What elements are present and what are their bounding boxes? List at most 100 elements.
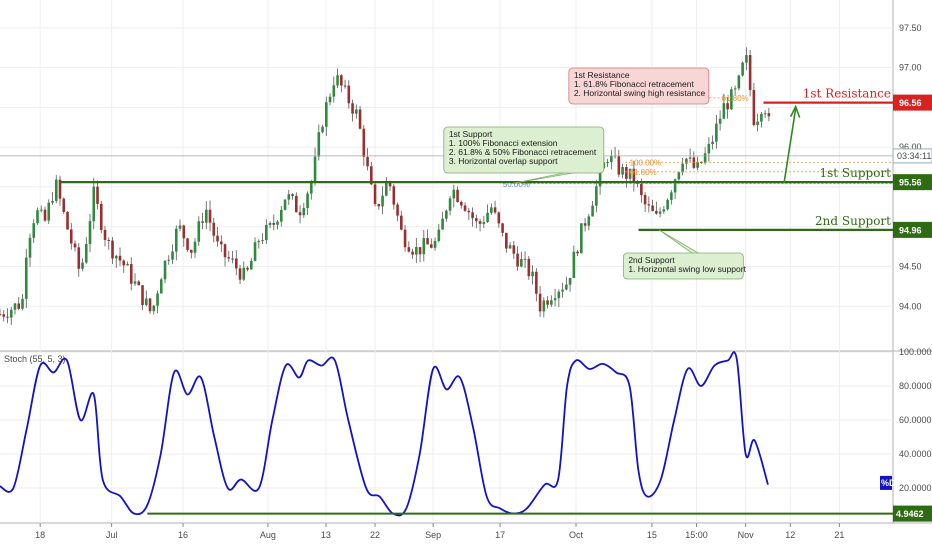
candle[interactable] xyxy=(129,257,133,291)
candle[interactable] xyxy=(756,113,759,132)
candle[interactable] xyxy=(238,264,242,285)
candle[interactable] xyxy=(133,273,137,286)
candle[interactable] xyxy=(336,68,339,88)
candle[interactable] xyxy=(400,210,403,231)
candle[interactable] xyxy=(730,86,733,110)
candle[interactable] xyxy=(557,289,561,308)
candle[interactable] xyxy=(550,295,553,307)
candle[interactable] xyxy=(685,158,688,170)
candle[interactable] xyxy=(745,47,748,71)
candle[interactable] xyxy=(718,110,722,131)
candle[interactable] xyxy=(340,74,343,93)
candle[interactable] xyxy=(441,211,444,230)
candle[interactable] xyxy=(748,49,752,97)
candle[interactable] xyxy=(366,148,369,171)
candle[interactable] xyxy=(47,199,51,224)
candle[interactable] xyxy=(6,308,9,324)
candle[interactable] xyxy=(617,149,621,178)
candle[interactable] xyxy=(325,96,328,136)
candle[interactable] xyxy=(561,282,564,298)
candle[interactable] xyxy=(294,192,298,213)
price-pane[interactable]: 100.00%61.80%50.00%61.80% 1st Resistance1… xyxy=(0,47,893,326)
candle[interactable] xyxy=(268,221,272,229)
candle[interactable] xyxy=(197,216,201,246)
candle[interactable] xyxy=(32,219,36,244)
candle[interactable] xyxy=(118,247,122,267)
candle[interactable] xyxy=(66,211,69,230)
candle[interactable] xyxy=(737,74,741,91)
candle[interactable] xyxy=(711,135,714,150)
candle[interactable] xyxy=(467,207,471,221)
candle[interactable] xyxy=(475,214,478,229)
candle[interactable] xyxy=(767,107,771,122)
candle[interactable] xyxy=(595,179,598,213)
candle[interactable] xyxy=(452,184,456,208)
candle[interactable] xyxy=(13,302,17,315)
candle[interactable] xyxy=(471,207,474,227)
candle[interactable] xyxy=(186,237,189,252)
candle[interactable] xyxy=(69,222,73,250)
candle[interactable] xyxy=(204,201,208,230)
candle[interactable] xyxy=(643,192,647,213)
candle[interactable] xyxy=(433,237,437,251)
candle[interactable] xyxy=(445,209,448,222)
candle[interactable] xyxy=(512,241,516,259)
candle[interactable] xyxy=(227,250,231,263)
candle[interactable] xyxy=(126,261,129,266)
candle[interactable] xyxy=(28,233,32,267)
candle[interactable] xyxy=(54,175,58,204)
candle[interactable] xyxy=(403,224,407,252)
stoch-line[interactable] xyxy=(0,351,769,517)
candle[interactable] xyxy=(216,226,219,247)
candle[interactable] xyxy=(658,207,662,218)
candle[interactable] xyxy=(148,298,152,314)
candle[interactable] xyxy=(681,158,684,176)
candle[interactable] xyxy=(283,199,287,211)
candle[interactable] xyxy=(527,255,531,280)
candle[interactable] xyxy=(88,213,92,253)
candle[interactable] xyxy=(343,79,347,89)
candle[interactable] xyxy=(437,223,441,243)
candle[interactable] xyxy=(152,305,156,315)
candle[interactable] xyxy=(460,200,463,209)
candle[interactable] xyxy=(741,61,744,77)
candle[interactable] xyxy=(572,245,576,279)
candle[interactable] xyxy=(51,192,54,205)
candle[interactable] xyxy=(692,151,696,170)
candle[interactable] xyxy=(482,216,486,228)
candle[interactable] xyxy=(463,202,467,212)
candle[interactable] xyxy=(58,175,62,206)
candle[interactable] xyxy=(456,186,459,203)
candle[interactable] xyxy=(21,294,24,311)
candle[interactable] xyxy=(234,250,238,276)
candle[interactable] xyxy=(39,205,43,213)
candle[interactable] xyxy=(171,244,174,265)
candle[interactable] xyxy=(490,203,493,215)
stoch-pane[interactable]: Stoch (55, 5, 3) %D xyxy=(0,351,896,517)
candle[interactable] xyxy=(212,217,216,243)
candle[interactable] xyxy=(670,189,673,205)
candle[interactable] xyxy=(411,248,414,259)
candle[interactable] xyxy=(144,290,148,307)
candle[interactable] xyxy=(231,251,234,264)
candle[interactable] xyxy=(430,238,433,249)
candle[interactable] xyxy=(610,149,613,170)
candle[interactable] xyxy=(497,211,501,228)
candle[interactable] xyxy=(24,248,28,309)
candle[interactable] xyxy=(306,191,309,215)
candle[interactable] xyxy=(178,219,182,232)
candle[interactable] xyxy=(655,201,658,215)
candle[interactable] xyxy=(302,202,306,218)
candle[interactable] xyxy=(287,189,291,205)
candle[interactable] xyxy=(264,219,268,244)
candle[interactable] xyxy=(606,158,609,168)
candle[interactable] xyxy=(17,297,21,311)
candle[interactable] xyxy=(2,310,6,322)
candle[interactable] xyxy=(114,254,118,268)
candle[interactable] xyxy=(321,124,324,134)
candle[interactable] xyxy=(242,261,246,282)
candle[interactable] xyxy=(535,268,538,302)
candle[interactable] xyxy=(565,276,568,291)
candle[interactable] xyxy=(167,255,171,265)
